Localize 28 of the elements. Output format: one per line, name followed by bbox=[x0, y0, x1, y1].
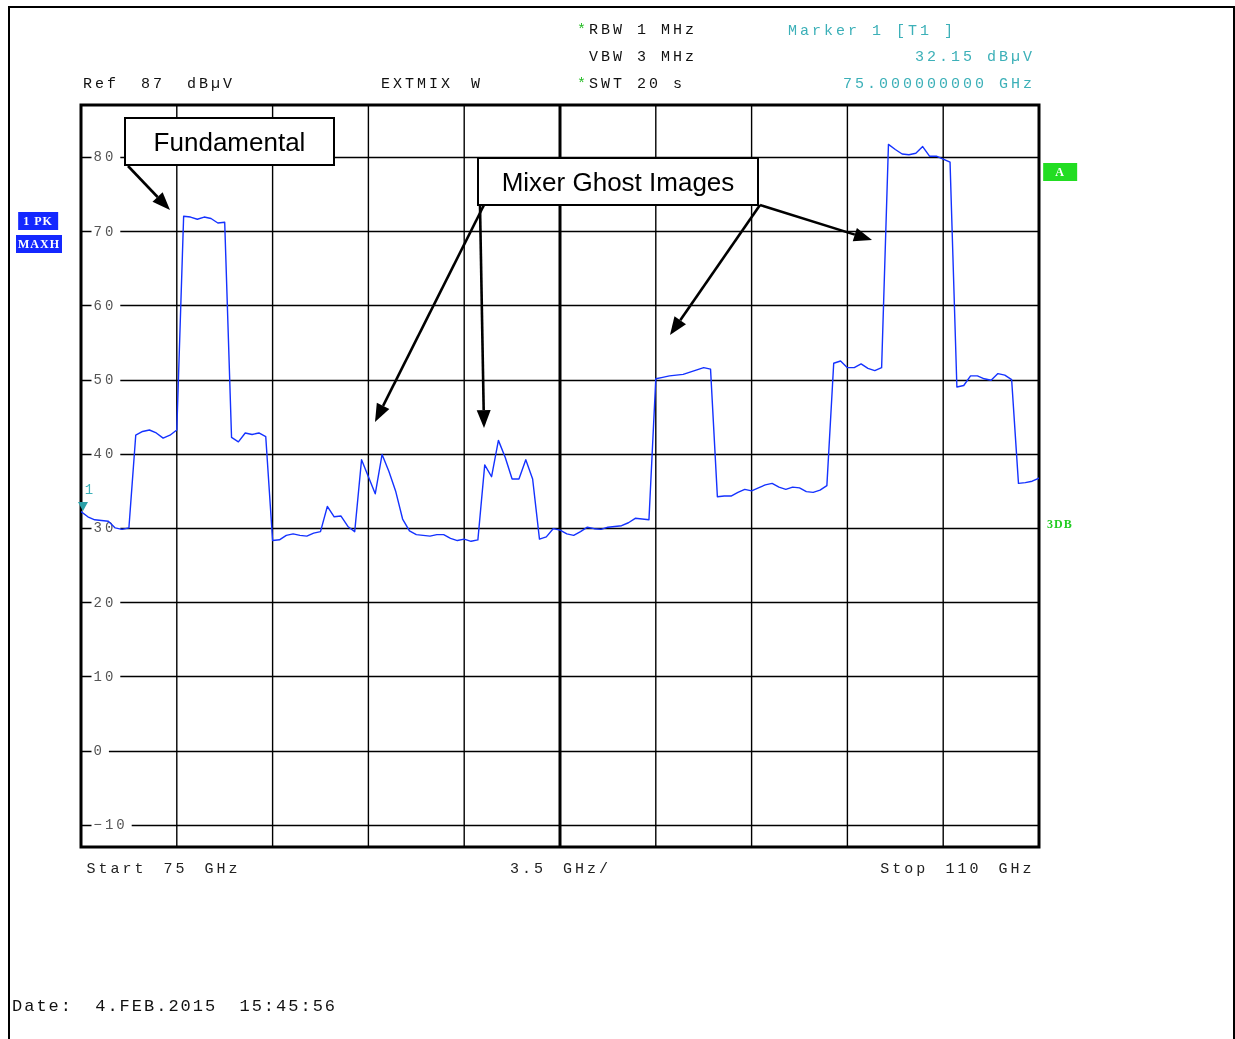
y-tick-label: 40 bbox=[93, 446, 117, 463]
text: 1 PK bbox=[18, 212, 58, 230]
text: 3DB bbox=[1047, 517, 1073, 531]
x-tick-label: 3.5 GHz/ bbox=[509, 860, 612, 878]
text: 75.000000000 GHz bbox=[842, 75, 1035, 93]
annotation: Mixer Ghost Images bbox=[501, 166, 735, 197]
x-tick-label: Start 75 GHz bbox=[86, 860, 241, 878]
y-tick-label: 70 bbox=[93, 223, 117, 240]
y-tick-label: 50 bbox=[93, 372, 117, 389]
y-tick-label: 10 bbox=[93, 668, 117, 685]
text: VBW 3 MHz bbox=[589, 48, 698, 66]
text: EXTMIX W bbox=[381, 75, 484, 93]
text: Marker 1 [T1 ] bbox=[788, 22, 957, 40]
y-tick-label: 0 bbox=[93, 743, 105, 760]
y-tick-label: 60 bbox=[93, 297, 117, 314]
text: *RBW 1 MHz bbox=[577, 21, 698, 39]
y-tick-label: 20 bbox=[93, 594, 117, 611]
text: MAXH bbox=[16, 235, 62, 253]
text: *SWT 20 s bbox=[577, 75, 686, 93]
text: Date: 4.FEB.2015 15:45:56 bbox=[12, 996, 338, 1016]
annotation: 1 bbox=[84, 482, 94, 498]
annotation: Fundamental bbox=[153, 126, 306, 157]
text: 32.15 dBµV bbox=[914, 48, 1035, 66]
text: A bbox=[1043, 163, 1077, 181]
x-tick-label: Stop 110 GHz bbox=[880, 860, 1035, 878]
text: Ref 87 dBµV bbox=[83, 75, 236, 93]
y-tick-label: 80 bbox=[93, 149, 117, 166]
y-tick-label: −10 bbox=[93, 817, 128, 834]
